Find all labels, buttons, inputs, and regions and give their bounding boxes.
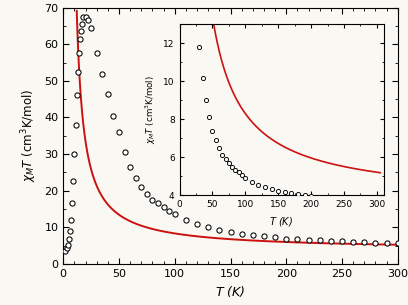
Point — [75, 51, 82, 56]
Point — [93, 51, 100, 56]
Point — [262, 185, 268, 190]
Point — [68, 217, 74, 222]
Point — [206, 115, 213, 120]
Point — [395, 241, 401, 246]
X-axis label: $T$ (K): $T$ (K) — [270, 215, 293, 228]
Point — [72, 122, 79, 127]
Point — [84, 18, 91, 23]
Point — [78, 29, 84, 34]
Point — [232, 167, 239, 172]
Point — [77, 36, 83, 41]
Point — [138, 185, 144, 189]
Point — [216, 227, 223, 232]
Point — [226, 160, 232, 165]
Point — [64, 242, 71, 247]
Point — [209, 128, 216, 133]
Point — [372, 240, 379, 245]
Point — [334, 197, 341, 202]
Point — [361, 240, 368, 245]
Y-axis label: $\chi_M T$ (cm$^3$K/mol): $\chi_M T$ (cm$^3$K/mol) — [19, 89, 39, 182]
Point — [99, 71, 106, 76]
Point — [384, 241, 390, 246]
Point — [248, 179, 255, 184]
Point — [374, 199, 380, 204]
Point — [144, 192, 150, 197]
Point — [62, 249, 69, 253]
Point — [361, 199, 367, 203]
Point — [341, 197, 347, 202]
Point — [305, 237, 312, 242]
Point — [199, 75, 206, 80]
Point — [250, 233, 256, 238]
Point — [350, 239, 357, 244]
Point — [268, 187, 275, 192]
Point — [301, 193, 308, 198]
Point — [104, 91, 111, 96]
Point — [88, 25, 94, 30]
Point — [67, 228, 73, 233]
Point — [203, 98, 209, 103]
Point — [196, 45, 202, 50]
Point — [216, 145, 222, 150]
Point — [321, 196, 328, 200]
Point — [282, 189, 288, 194]
Point — [79, 22, 85, 27]
Point — [133, 175, 139, 180]
Point — [71, 152, 78, 156]
Point — [272, 235, 278, 240]
Point — [70, 179, 77, 184]
Point — [166, 208, 173, 213]
Point — [160, 205, 167, 210]
Point — [127, 164, 133, 169]
Point — [328, 196, 334, 201]
Point — [227, 230, 234, 235]
Point — [275, 188, 282, 193]
Point — [69, 201, 75, 206]
Point — [294, 237, 301, 242]
Point — [308, 194, 315, 199]
Point — [80, 14, 86, 19]
Point — [235, 170, 242, 175]
X-axis label: $T$ (K): $T$ (K) — [215, 284, 246, 299]
Point — [116, 130, 122, 135]
Point — [219, 153, 226, 158]
Point — [367, 199, 374, 204]
Point — [288, 191, 295, 196]
Point — [283, 236, 290, 241]
Point — [242, 176, 248, 181]
Point — [183, 217, 189, 222]
Point — [194, 222, 200, 227]
Point — [155, 201, 161, 206]
Point — [317, 238, 323, 243]
Point — [205, 225, 211, 230]
Point — [354, 198, 360, 203]
Point — [315, 195, 321, 199]
Point — [121, 150, 128, 155]
Point — [110, 113, 117, 118]
Point — [339, 239, 345, 244]
Point — [82, 14, 89, 19]
Point — [255, 182, 262, 187]
Point — [238, 231, 245, 236]
Y-axis label: $\chi_M T$ (cm$^3$K/mol): $\chi_M T$ (cm$^3$K/mol) — [143, 75, 157, 144]
Point — [295, 192, 301, 197]
Point — [328, 239, 334, 243]
Point — [347, 198, 354, 203]
Point — [149, 197, 156, 202]
Point — [171, 212, 178, 217]
Point — [66, 236, 72, 241]
Point — [229, 164, 235, 169]
Point — [75, 69, 81, 74]
Point — [239, 173, 245, 178]
Point — [261, 234, 267, 239]
Point — [73, 93, 80, 98]
Point — [222, 157, 229, 162]
Point — [213, 138, 219, 143]
Point — [63, 246, 70, 251]
